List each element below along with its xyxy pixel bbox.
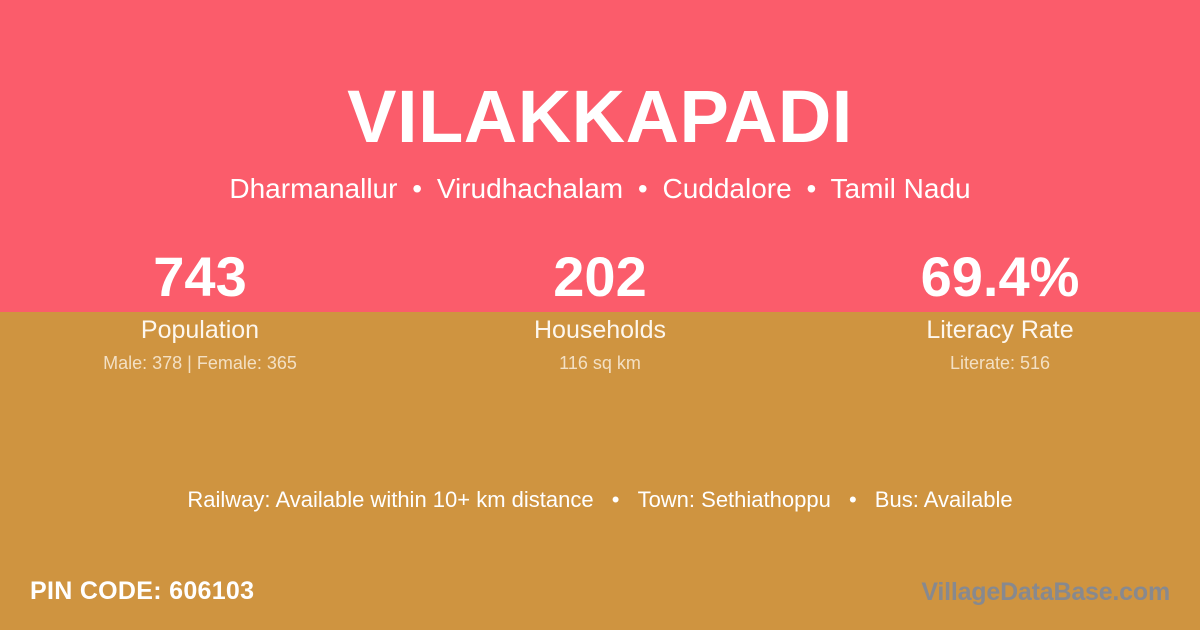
breadcrumb-separator-icon: • [412,173,423,204]
breadcrumb-item-3: Tamil Nadu [830,173,971,204]
amenity-separator-icon: • [611,487,620,512]
amenity-town: Town: Sethiathoppu [637,487,831,512]
stat-value: 743 [153,245,247,308]
amenity-bus: Bus: Available [874,487,1013,512]
stat-value: 202 [553,245,647,308]
page-title: VILAKKAPADI [347,75,853,158]
stat-sublabel: Literate: 516 [949,353,1051,373]
stat-literacy-rate: 69.4% Literacy Rate Literate: 516 [800,245,1200,374]
amenity-railway: Railway: Available within 10+ km distanc… [187,487,594,512]
stat-label: Population [140,316,260,344]
stat-value: 69.4% [920,245,1080,308]
breadcrumb-item-2: Cuddalore [662,173,792,204]
breadcrumb-item-1: Virudhachalam [436,173,624,204]
brand-logo[interactable]: VillageDataBase.com [921,578,1170,606]
header: VILAKKAPADI Dharmanallur • Virudhachalam… [0,0,1200,203]
amenities-row: Railway: Available within 10+ km distanc… [0,486,1200,514]
stat-sublabel: 116 sq km [559,353,641,373]
breadcrumb-item-0: Dharmanallur [229,173,398,204]
footer: PIN CODE: 606103 VillageDataBase.com [0,568,1200,630]
pin-code: PIN CODE: 606103 [30,577,255,605]
breadcrumb-separator-icon: • [806,173,817,204]
breadcrumb: Dharmanallur • Virudhachalam • Cuddalore… [0,154,1200,203]
background-band-top [0,0,1200,312]
stat-sublabel: Male: 378 | Female: 365 [103,353,297,373]
amenity-separator-icon: • [848,487,857,512]
stat-households: 202 Households 116 sq km [400,245,800,374]
stat-label: Households [533,316,667,344]
stat-label: Literacy Rate [926,316,1074,344]
breadcrumb-separator-icon: • [637,173,648,204]
background-band-bottom [0,312,1200,630]
stats-row: 743 Population Male: 378 | Female: 365 2… [0,245,1200,374]
stat-population: 743 Population Male: 378 | Female: 365 [0,245,400,374]
